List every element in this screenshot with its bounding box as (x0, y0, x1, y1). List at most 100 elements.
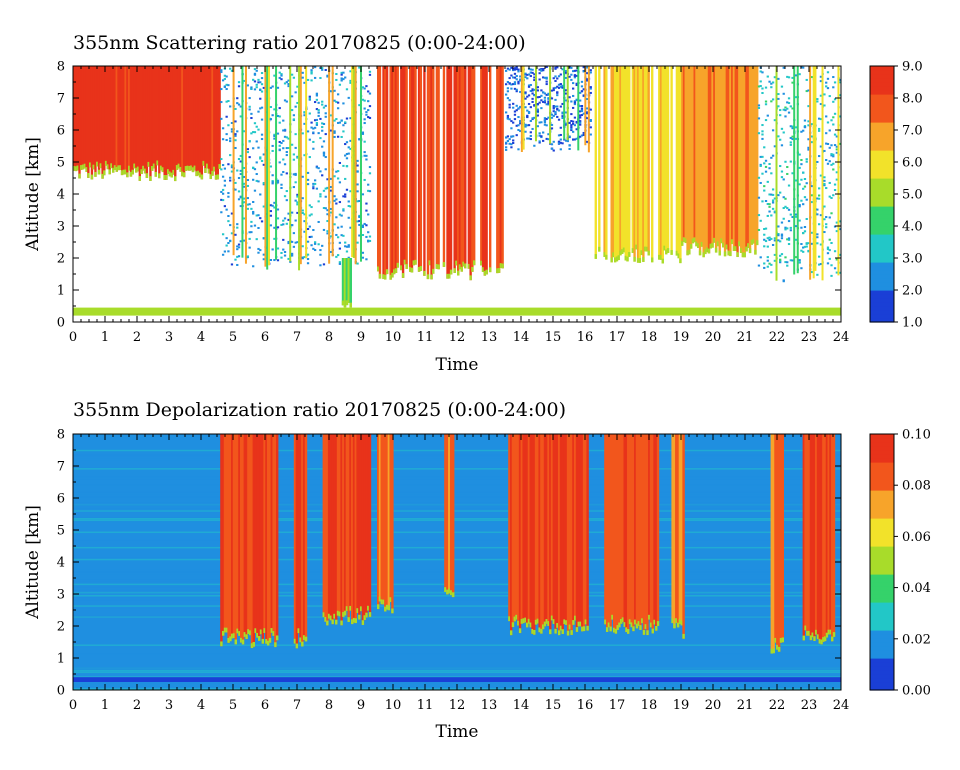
scattering-ratio-colorbar-segment (870, 254, 894, 259)
scattering-ratio-colorbar-label: 3.0 (902, 252, 923, 267)
scattering-ratio-streak (248, 105, 251, 108)
scattering-ratio-streak (290, 254, 294, 257)
scattering-ratio-streak (766, 202, 769, 205)
depolarization-ratio-cell-edge (623, 622, 626, 627)
scattering-ratio-cell-edge (76, 165, 79, 171)
scattering-ratio-streak (524, 91, 527, 94)
depolarization-ratio-cell-edge (513, 616, 516, 622)
scattering-ratio-streak (766, 259, 769, 262)
depolarization-ratio-cell-edge (365, 612, 368, 618)
scattering-ratio-cell (435, 66, 439, 269)
scattering-ratio-cell (163, 66, 166, 180)
scattering-ratio-streak (248, 108, 251, 111)
depolarization-ratio-colorbar-segment (870, 642, 894, 647)
scattering-ratio-streak (262, 182, 265, 185)
scattering-ratio-streak (533, 76, 536, 79)
depolarization-ratio-cell-edge (543, 621, 547, 627)
depolarization-ratio-cell-edge (586, 625, 589, 631)
scattering-ratio-streak (512, 141, 515, 144)
scattering-ratio-colorbar-segment (870, 238, 894, 243)
scattering-ratio-streak (545, 77, 548, 80)
scattering-ratio-curtain (549, 66, 552, 144)
scattering-ratio-streak (221, 192, 225, 195)
scattering-ratio-streak (259, 97, 262, 100)
scattering-ratio-cell-edge (723, 251, 727, 257)
scattering-ratio-streak (271, 85, 274, 88)
depolarization-ratio-axes: 0 1 2 3 4 5 6 7 8 9 10 11 12 13 14 15 16 17 18 19 20 21 22 23 24… (57, 428, 850, 714)
scattering-ratio-streak (554, 67, 557, 70)
depolarization-ratio-cell (261, 434, 264, 644)
scattering-ratio-streak (236, 248, 239, 251)
scattering-ratio-streak (358, 66, 361, 69)
scattering-ratio-streak (787, 238, 791, 241)
scattering-ratio-streak (832, 123, 835, 126)
scattering-ratio-streak (828, 195, 831, 198)
scattering-ratio-streak (365, 209, 368, 212)
scattering-ratio-streak (308, 204, 311, 207)
scattering-ratio-streak (559, 105, 562, 108)
depolarization-ratio-cell (561, 434, 564, 634)
scattering-ratio-streak (575, 69, 578, 72)
scattering-ratio-cell-edge (448, 273, 451, 279)
scattering-ratio-streak (255, 69, 258, 72)
depolarization-ratio-cell-edge (630, 622, 633, 628)
scattering-ratio-streak (550, 147, 554, 150)
scattering-ratio-cell (103, 66, 106, 176)
scattering-ratio-streak (356, 241, 359, 244)
scattering-ratio-cell (149, 66, 152, 181)
scattering-ratio-streak (527, 84, 531, 87)
scattering-ratio-cell (448, 66, 451, 279)
scattering-ratio-cell-edge (643, 246, 647, 252)
scattering-ratio-streak (292, 186, 296, 189)
scattering-ratio-streak (543, 99, 547, 102)
scattering-ratio-streak (285, 154, 288, 157)
scattering-ratio-cell-edge (688, 249, 691, 255)
scattering-ratio-curtain (305, 66, 308, 259)
scattering-ratio-streak (517, 129, 520, 132)
depolarization-ratio-colorbar-segment (870, 678, 894, 683)
depolarization-ratio-cell-edge (304, 636, 308, 642)
scattering-ratio-streak (787, 208, 791, 211)
scattering-ratio-streak (223, 74, 227, 77)
scattering-ratio-streak (326, 213, 329, 216)
depolarization-ratio-cell-edge (359, 606, 363, 612)
scattering-ratio-streak (570, 73, 573, 76)
scattering-ratio-streak (766, 180, 769, 183)
scattering-ratio-streak (531, 127, 534, 130)
scattering-ratio-streak (234, 146, 237, 149)
scattering-ratio-cell-edge (489, 267, 492, 273)
scattering-ratio-streak (310, 121, 313, 124)
scattering-ratio-streak (784, 228, 787, 231)
scattering-ratio-streak (759, 163, 762, 166)
depolarization-ratio-colorbar-segment (870, 598, 894, 603)
scattering-ratio-streak (282, 238, 285, 241)
depolarization-ratio-feature (802, 434, 836, 645)
scattering-ratio-streak (510, 146, 513, 149)
scattering-ratio-curtain (814, 66, 817, 271)
scattering-ratio-streak (557, 118, 561, 121)
scattering-ratio-streak (526, 73, 529, 76)
scattering-ratio-streak (342, 78, 345, 81)
scattering-ratio-streak (336, 107, 340, 110)
scattering-ratio-colorbar-segment (870, 186, 894, 191)
scattering-ratio-streak (786, 75, 789, 78)
scattering-ratio-streak (564, 76, 568, 79)
depolarization-ratio-cell-edge (347, 617, 350, 622)
scattering-ratio-streak (342, 234, 345, 237)
scattering-ratio-streak (229, 239, 232, 242)
scattering-ratio-streak (259, 81, 262, 84)
scattering-ratio-streak (329, 211, 333, 214)
scattering-ratio-streak (368, 190, 372, 193)
scattering-ratio-streak (271, 114, 274, 117)
scattering-ratio-streak (347, 205, 350, 208)
scattering-ratio-streak (326, 232, 329, 235)
scattering-ratio-colorbar-segment (870, 78, 894, 83)
scattering-ratio-colorbar-segment (870, 194, 894, 199)
scattering-ratio-streak (789, 229, 792, 232)
scattering-ratio-cell (209, 66, 212, 180)
depolarization-ratio-cell (565, 434, 568, 626)
scattering-ratio-streak (570, 100, 573, 103)
scattering-ratio-streak (573, 116, 577, 119)
depolarization-ratio-cell-edge (646, 630, 649, 636)
scattering-ratio-streak (819, 103, 823, 106)
